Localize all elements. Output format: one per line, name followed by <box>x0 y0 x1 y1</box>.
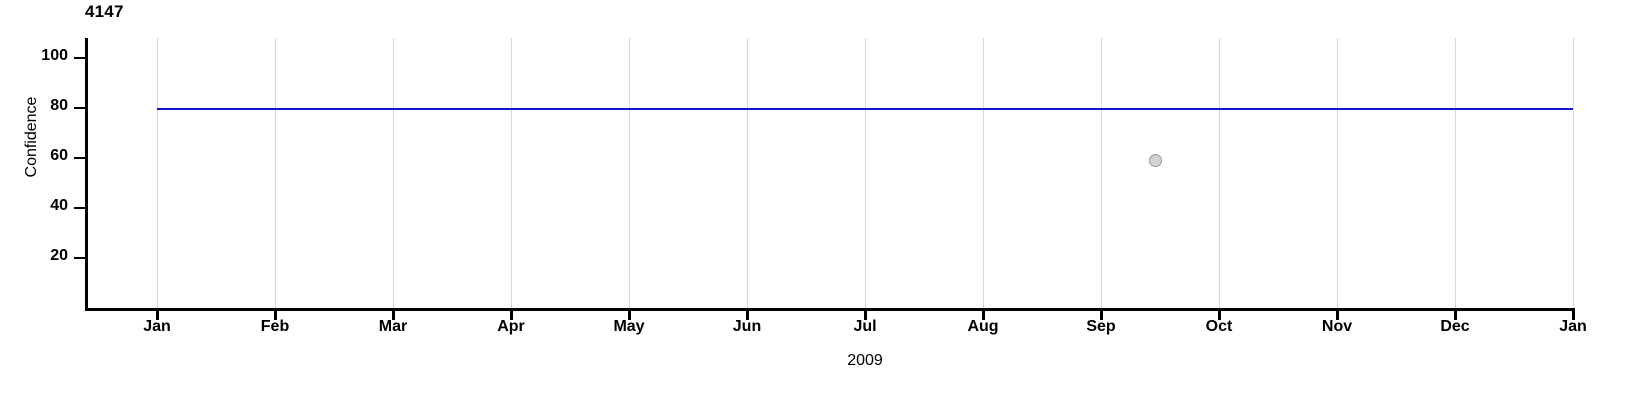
gridline <box>275 38 276 308</box>
gridline <box>511 38 512 308</box>
x-axis-title: 2009 <box>847 352 883 369</box>
gridline <box>1101 38 1102 308</box>
y-axis-label: Confidence <box>23 96 40 178</box>
x-tick-label: Sep <box>1086 318 1116 335</box>
x-tick-mark <box>1454 310 1457 320</box>
x-tick-label: Jan <box>1559 318 1587 335</box>
gridline <box>747 38 748 308</box>
x-tick-label: Oct <box>1205 318 1233 335</box>
x-tick-mark <box>746 310 749 320</box>
gridline <box>983 38 984 308</box>
y-tick-mark <box>74 257 86 259</box>
x-tick-mark <box>1100 310 1103 320</box>
x-tick-mark <box>628 310 631 320</box>
y-tick-mark <box>74 157 86 159</box>
y-tick-mark <box>74 57 86 59</box>
x-tick-label: Mar <box>378 318 408 335</box>
gridline <box>1573 38 1574 308</box>
x-tick-mark <box>1572 310 1575 320</box>
gridline <box>157 38 158 308</box>
x-tick-mark <box>510 310 513 320</box>
x-tick-label: Nov <box>1321 318 1353 335</box>
y-tick-mark <box>74 107 86 109</box>
y-tick-label: 100 <box>41 47 68 64</box>
y-tick-mark <box>74 207 86 209</box>
x-tick-label: Aug <box>967 318 999 335</box>
gridline <box>629 38 630 308</box>
gridline <box>1337 38 1338 308</box>
x-tick-mark <box>864 310 867 320</box>
y-tick-label: 60 <box>50 147 68 164</box>
x-tick-label: Feb <box>260 318 290 335</box>
gridline <box>865 38 866 308</box>
y-tick-label: 40 <box>50 197 68 214</box>
threshold-line <box>157 108 1573 110</box>
gridline <box>1455 38 1456 308</box>
data-point-marker[interactable] <box>1148 154 1162 167</box>
x-tick-label: Apr <box>497 318 525 335</box>
chart-title: 4147 <box>85 2 124 21</box>
x-tick-mark <box>982 310 985 320</box>
x-tick-mark <box>1218 310 1221 320</box>
x-tick-mark <box>392 310 395 320</box>
y-tick-label: 20 <box>50 247 68 264</box>
x-tick-label: Jul <box>853 318 877 335</box>
x-tick-label: Jan <box>143 318 171 335</box>
x-axis-line <box>85 308 1575 311</box>
x-tick-label: Jun <box>732 318 762 335</box>
y-tick-label: 80 <box>50 97 68 114</box>
x-tick-mark <box>156 310 159 320</box>
x-tick-label: Dec <box>1440 318 1470 335</box>
x-tick-mark <box>1336 310 1339 320</box>
gridline <box>393 38 394 308</box>
y-axis-line <box>85 38 88 310</box>
gridline <box>1219 38 1220 308</box>
x-tick-label: May <box>613 318 645 335</box>
x-tick-mark <box>274 310 277 320</box>
